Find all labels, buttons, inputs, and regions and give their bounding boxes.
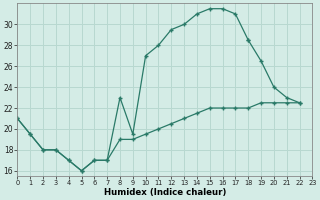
X-axis label: Humidex (Indice chaleur): Humidex (Indice chaleur) <box>104 188 226 197</box>
